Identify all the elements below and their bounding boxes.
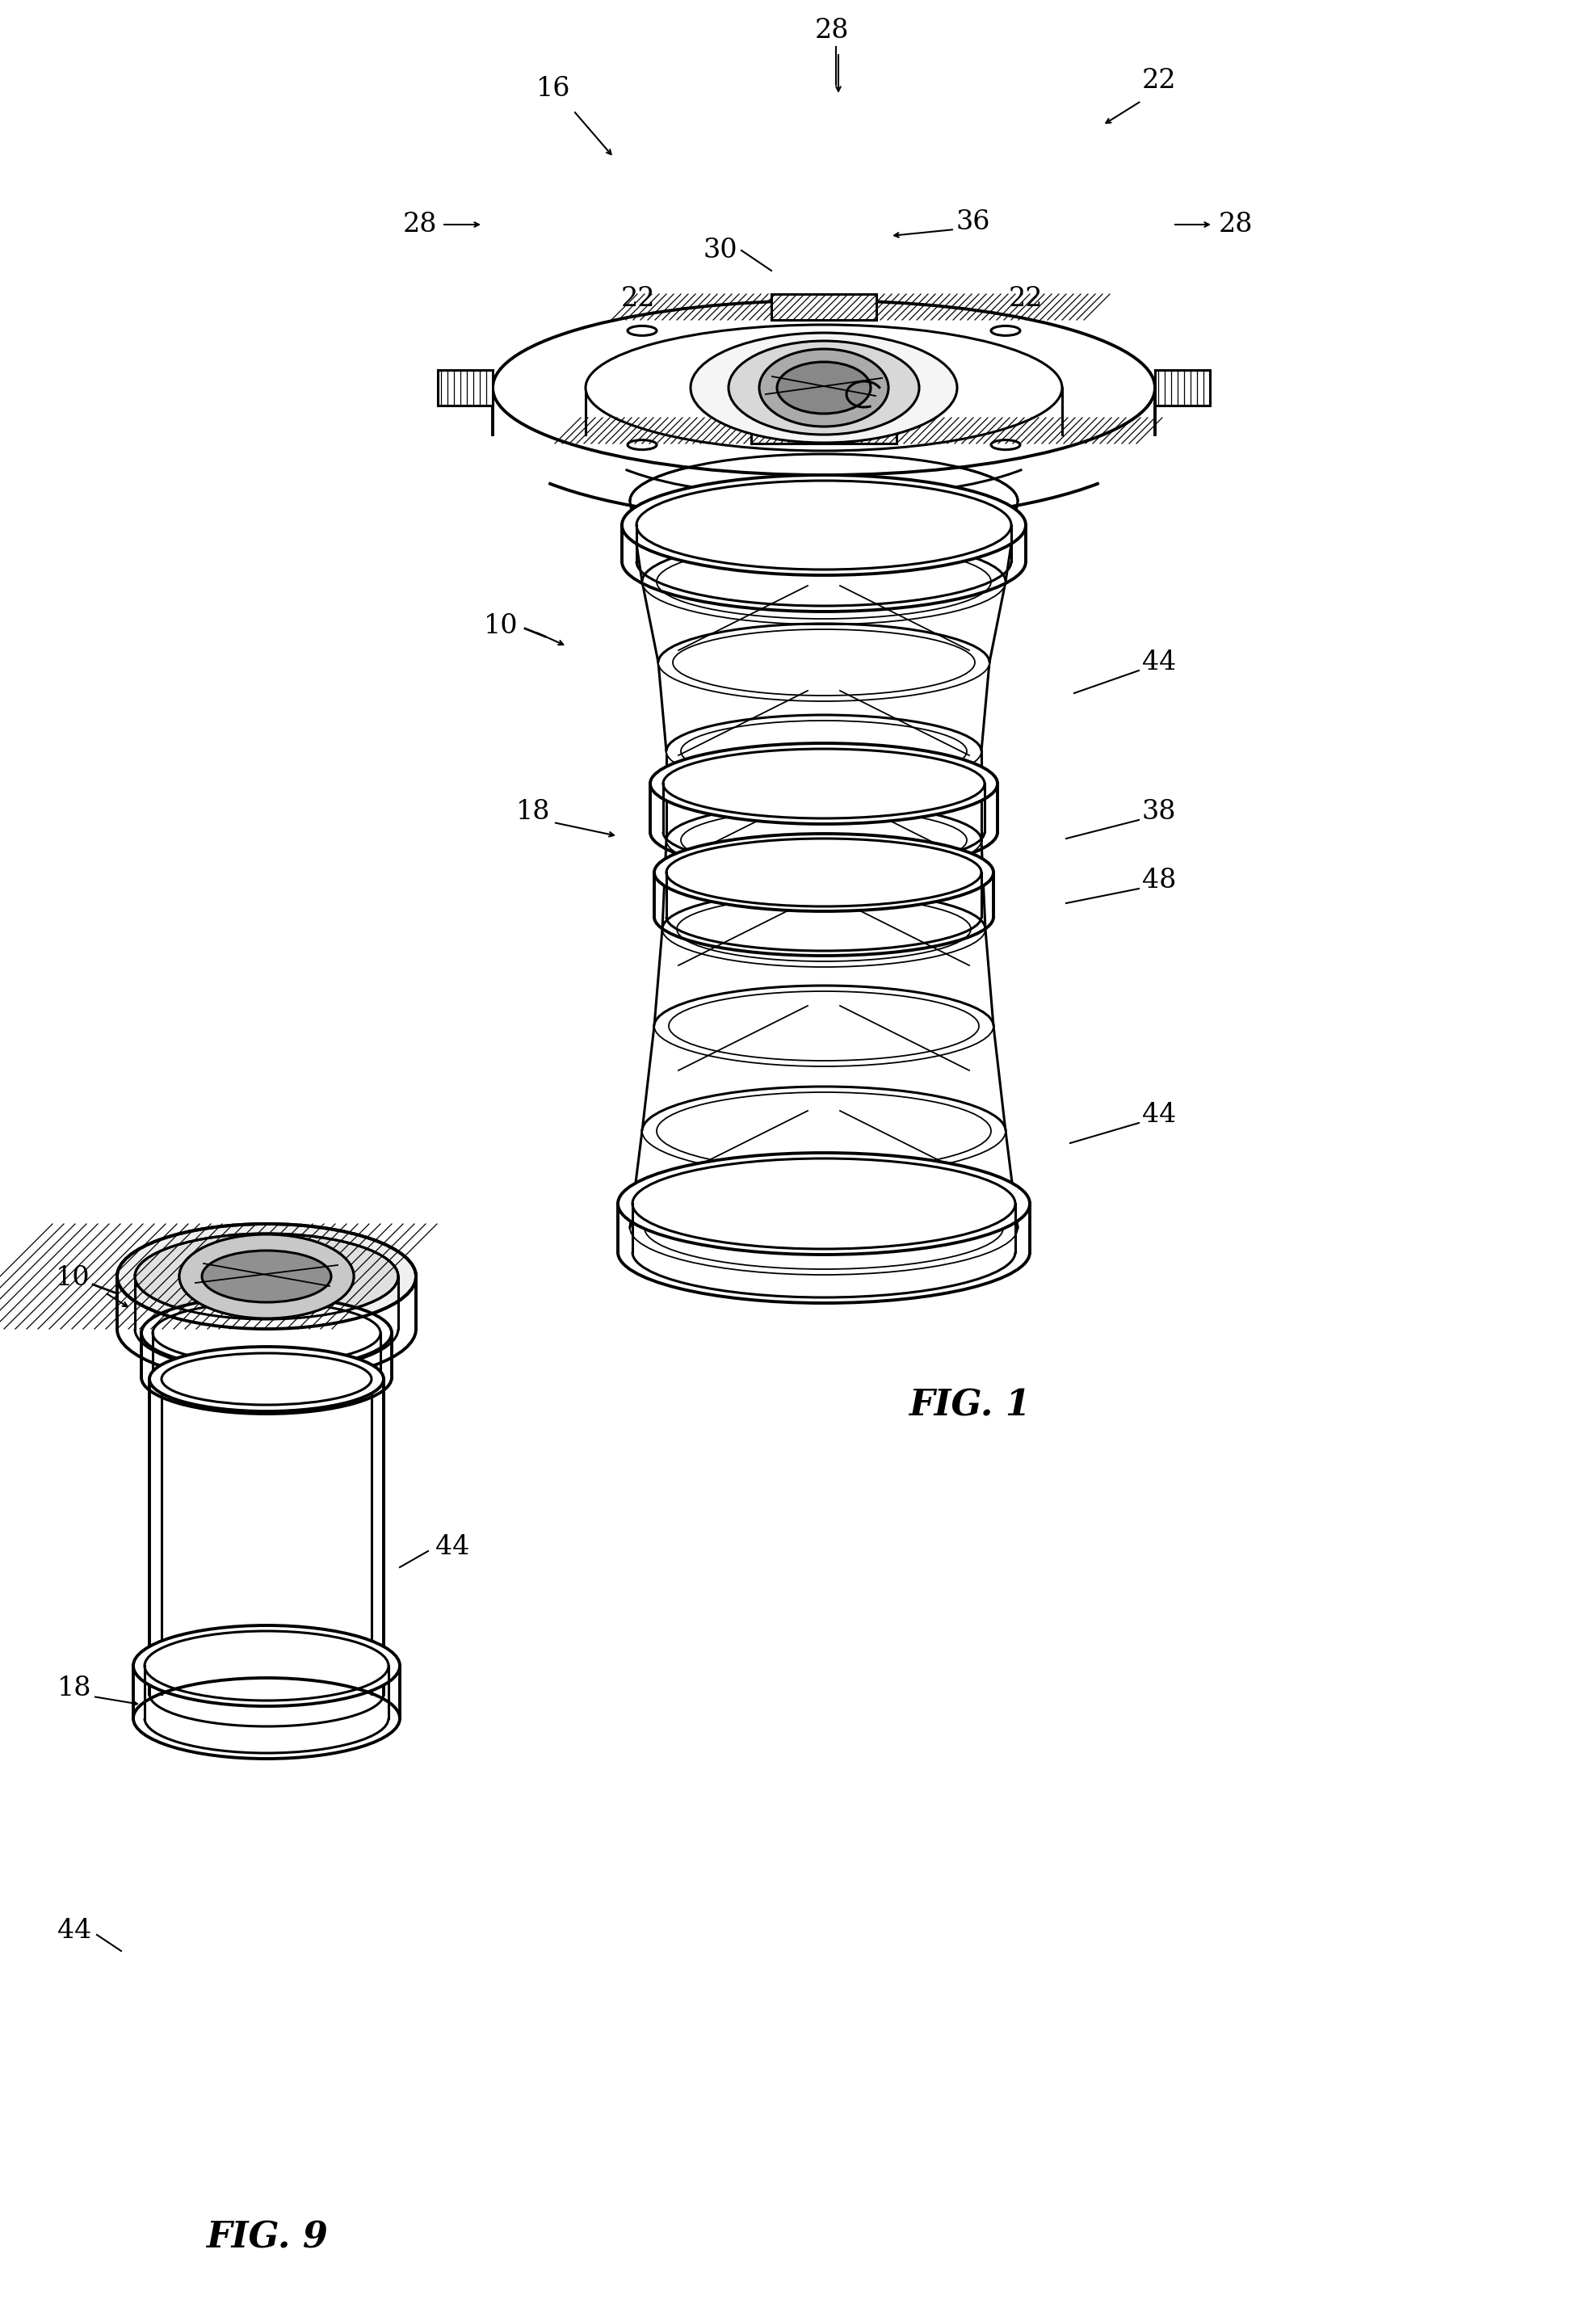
Text: FIG. 1: FIG. 1 xyxy=(908,1389,1029,1424)
Ellipse shape xyxy=(667,714,982,788)
Text: 44: 44 xyxy=(1143,650,1176,675)
Ellipse shape xyxy=(667,839,982,905)
Ellipse shape xyxy=(179,1235,354,1318)
Ellipse shape xyxy=(991,325,1020,336)
Ellipse shape xyxy=(493,300,1156,475)
Ellipse shape xyxy=(150,1348,383,1412)
Bar xyxy=(771,295,876,320)
Ellipse shape xyxy=(161,1352,372,1405)
Text: 22: 22 xyxy=(1009,286,1042,311)
Ellipse shape xyxy=(728,341,919,435)
Ellipse shape xyxy=(642,539,1005,624)
Ellipse shape xyxy=(179,1235,354,1318)
Ellipse shape xyxy=(586,325,1061,452)
Ellipse shape xyxy=(203,1251,330,1302)
Ellipse shape xyxy=(622,475,1026,576)
Ellipse shape xyxy=(654,986,993,1067)
Text: 10: 10 xyxy=(484,613,519,638)
Ellipse shape xyxy=(667,804,982,876)
Text: 38: 38 xyxy=(1141,799,1176,825)
Text: 28: 28 xyxy=(816,18,849,44)
Text: 18: 18 xyxy=(516,799,551,825)
Bar xyxy=(437,371,493,406)
Ellipse shape xyxy=(627,325,656,336)
Ellipse shape xyxy=(153,1302,380,1364)
Ellipse shape xyxy=(654,834,993,912)
Text: 44: 44 xyxy=(57,1917,91,1945)
Text: 48: 48 xyxy=(1141,869,1176,894)
Text: 28: 28 xyxy=(1219,212,1253,237)
Text: 22: 22 xyxy=(1141,67,1176,94)
Ellipse shape xyxy=(650,744,998,825)
Text: 44: 44 xyxy=(436,1534,469,1560)
Bar xyxy=(752,417,897,442)
Text: 18: 18 xyxy=(57,1675,91,1700)
Ellipse shape xyxy=(642,1087,1005,1175)
Text: 28: 28 xyxy=(402,212,437,237)
Ellipse shape xyxy=(991,440,1020,449)
Ellipse shape xyxy=(618,1152,1029,1256)
Text: 36: 36 xyxy=(956,210,991,235)
Text: FIG. 9: FIG. 9 xyxy=(206,2221,327,2256)
Ellipse shape xyxy=(630,454,1018,548)
Ellipse shape xyxy=(662,749,985,818)
Ellipse shape xyxy=(203,1251,330,1302)
Ellipse shape xyxy=(117,1223,417,1329)
Text: 16: 16 xyxy=(536,76,570,101)
Text: 44: 44 xyxy=(1143,1101,1176,1127)
Ellipse shape xyxy=(662,892,985,968)
Ellipse shape xyxy=(136,1233,397,1320)
Ellipse shape xyxy=(760,348,889,426)
Ellipse shape xyxy=(134,1624,401,1707)
Text: 10: 10 xyxy=(56,1265,89,1290)
Ellipse shape xyxy=(691,332,958,442)
Bar xyxy=(1156,371,1210,406)
Ellipse shape xyxy=(142,1297,391,1369)
Ellipse shape xyxy=(627,440,656,449)
Ellipse shape xyxy=(630,1182,1018,1274)
Ellipse shape xyxy=(145,1631,388,1700)
Text: 30: 30 xyxy=(704,237,737,263)
Ellipse shape xyxy=(637,482,1012,569)
Ellipse shape xyxy=(632,1159,1015,1249)
Ellipse shape xyxy=(777,362,871,415)
Ellipse shape xyxy=(658,624,990,700)
Text: 22: 22 xyxy=(621,286,656,311)
